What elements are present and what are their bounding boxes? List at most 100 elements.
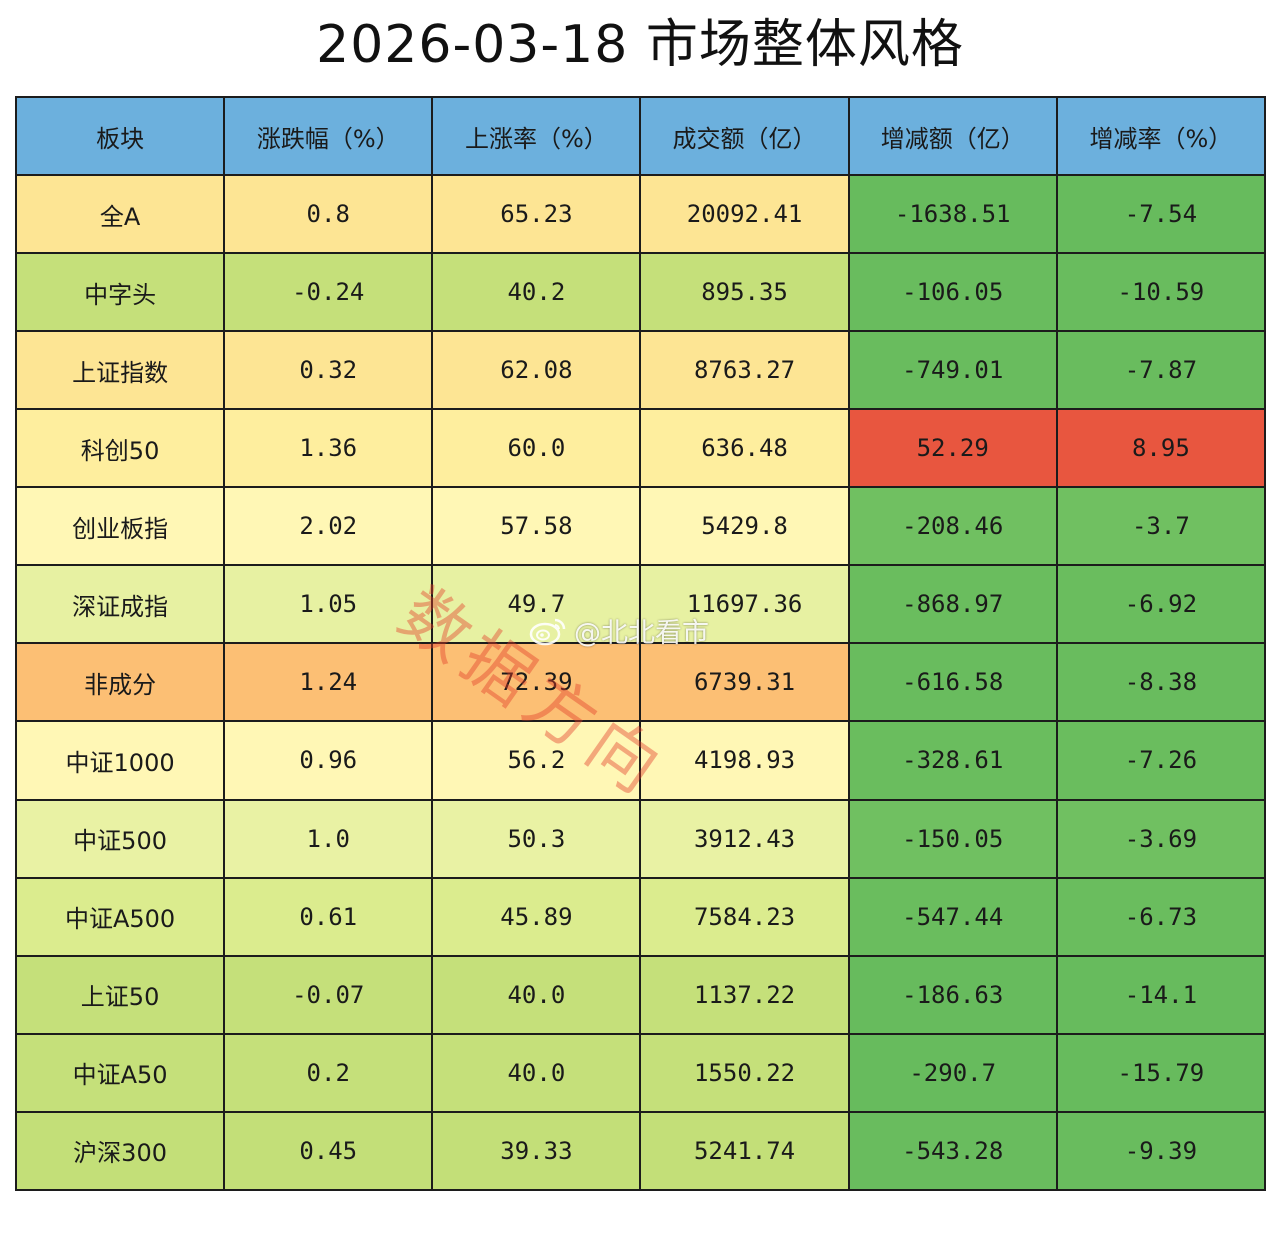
table-row: 创业板指 2.02 57.58 5429.8 -208.46 -3.7 — [14, 486, 1267, 567]
turnover-change-pct-cell: -7.54 — [1055, 173, 1267, 255]
rise-ratio-cell: 65.23 — [431, 173, 642, 255]
header-change-pct: 涨跌幅（%） — [223, 96, 434, 176]
sector-name-cell: 沪深300 — [14, 1110, 226, 1192]
sector-name-cell: 创业板指 — [14, 486, 226, 567]
turnover-change-pct-cell: -6.73 — [1055, 876, 1267, 957]
turnover-change-cell: -547.44 — [847, 876, 1058, 957]
table-row: 上证指数 0.32 62.08 8763.27 -749.01 -7.87 — [14, 330, 1267, 411]
turnover-change-cell: -150.05 — [847, 798, 1058, 879]
table-row: 科创50 1.36 60.0 636.48 52.29 8.95 — [14, 408, 1267, 489]
header-rise-ratio: 上涨率（%） — [431, 96, 642, 176]
sector-name-cell: 科创50 — [14, 408, 226, 489]
turnover-change-pct-cell: -14.1 — [1055, 954, 1267, 1035]
turnover-cell: 11697.36 — [639, 564, 850, 645]
sector-name-cell: 中证1000 — [14, 720, 226, 801]
turnover-change-pct-cell: -7.87 — [1055, 330, 1267, 411]
sector-name-cell: 全A — [14, 173, 226, 255]
rise-ratio-cell: 72.39 — [431, 642, 642, 723]
turnover-cell: 6739.31 — [639, 642, 850, 723]
turnover-change-pct-cell: -6.92 — [1055, 564, 1267, 645]
turnover-change-pct-cell: -10.59 — [1055, 252, 1267, 333]
sector-name-cell: 中证A50 — [14, 1032, 226, 1113]
table-row: 中证A500 0.61 45.89 7584.23 -547.44 -6.73 — [14, 876, 1267, 957]
change-pct-cell: -0.07 — [223, 954, 434, 1035]
turnover-cell: 1550.22 — [639, 1032, 850, 1113]
sector-name-cell: 深证成指 — [14, 564, 226, 645]
rise-ratio-cell: 57.58 — [431, 486, 642, 567]
rise-ratio-cell: 40.0 — [431, 1032, 642, 1113]
change-pct-cell: 1.0 — [223, 798, 434, 879]
turnover-change-pct-cell: 8.95 — [1055, 408, 1267, 489]
change-pct-cell: 0.32 — [223, 330, 434, 411]
turnover-change-cell: -290.7 — [847, 1032, 1058, 1113]
turnover-cell: 20092.41 — [639, 173, 850, 255]
turnover-cell: 7584.23 — [639, 876, 850, 957]
change-pct-cell: 0.96 — [223, 720, 434, 801]
turnover-cell: 3912.43 — [639, 798, 850, 879]
change-pct-cell: 1.24 — [223, 642, 434, 723]
rise-ratio-cell: 49.7 — [431, 564, 642, 645]
table-row: 中证A50 0.2 40.0 1550.22 -290.7 -15.79 — [14, 1032, 1267, 1113]
turnover-change-pct-cell: -3.7 — [1055, 486, 1267, 567]
turnover-change-cell: -749.01 — [847, 330, 1058, 411]
table-row: 非成分 1.24 72.39 6739.31 -616.58 -8.38 — [14, 642, 1267, 723]
change-pct-cell: 0.45 — [223, 1110, 434, 1192]
turnover-cell: 4198.93 — [639, 720, 850, 801]
sector-name-cell: 中证A500 — [14, 876, 226, 957]
change-pct-cell: 0.2 — [223, 1032, 434, 1113]
turnover-change-cell: -616.58 — [847, 642, 1058, 723]
change-pct-cell: 1.36 — [223, 408, 434, 489]
turnover-change-pct-cell: -3.69 — [1055, 798, 1267, 879]
turnover-change-cell: -328.61 — [847, 720, 1058, 801]
sector-name-cell: 中证500 — [14, 798, 226, 879]
sector-name-cell: 上证指数 — [14, 330, 226, 411]
table-row: 深证成指 1.05 49.7 11697.36 -868.97 -6.92 — [14, 564, 1267, 645]
turnover-cell: 636.48 — [639, 408, 850, 489]
table-row: 中证1000 0.96 56.2 4198.93 -328.61 -7.26 — [14, 720, 1267, 801]
change-pct-cell: 0.61 — [223, 876, 434, 957]
header-turnover-change: 增减额（亿） — [847, 96, 1058, 176]
rise-ratio-cell: 60.0 — [431, 408, 642, 489]
rise-ratio-cell: 40.0 — [431, 954, 642, 1035]
turnover-change-cell: -1638.51 — [847, 173, 1058, 255]
turnover-change-pct-cell: -8.38 — [1055, 642, 1267, 723]
turnover-cell: 5429.8 — [639, 486, 850, 567]
turnover-cell: 5241.74 — [639, 1110, 850, 1192]
turnover-change-cell: -543.28 — [847, 1110, 1058, 1192]
rise-ratio-cell: 62.08 — [431, 330, 642, 411]
sector-name-cell: 中字头 — [14, 252, 226, 333]
table-row: 中字头 -0.24 40.2 895.35 -106.05 -10.59 — [14, 252, 1267, 333]
header-turnover-change-pct: 增减率（%） — [1055, 96, 1267, 176]
turnover-change-cell: 52.29 — [847, 408, 1058, 489]
rise-ratio-cell: 40.2 — [431, 252, 642, 333]
change-pct-cell: 0.8 — [223, 173, 434, 255]
rise-ratio-cell: 50.3 — [431, 798, 642, 879]
rise-ratio-cell: 45.89 — [431, 876, 642, 957]
rise-ratio-cell: 56.2 — [431, 720, 642, 801]
change-pct-cell: 2.02 — [223, 486, 434, 567]
change-pct-cell: 1.05 — [223, 564, 434, 645]
sector-name-cell: 上证50 — [14, 954, 226, 1035]
turnover-change-cell: -208.46 — [847, 486, 1058, 567]
page-title: 2026-03-18 市场整体风格 — [316, 15, 964, 75]
turnover-change-pct-cell: -7.26 — [1055, 720, 1267, 801]
change-pct-cell: -0.24 — [223, 252, 434, 333]
table-row: 中证500 1.0 50.3 3912.43 -150.05 -3.69 — [14, 798, 1267, 879]
turnover-change-cell: -868.97 — [847, 564, 1058, 645]
turnover-cell: 8763.27 — [639, 330, 850, 411]
turnover-change-cell: -106.05 — [847, 252, 1058, 333]
turnover-change-pct-cell: -9.39 — [1055, 1110, 1267, 1192]
turnover-cell: 895.35 — [639, 252, 850, 333]
turnover-cell: 1137.22 — [639, 954, 850, 1035]
header-sector: 板块 — [14, 96, 226, 176]
rise-ratio-cell: 39.33 — [431, 1110, 642, 1192]
turnover-change-pct-cell: -15.79 — [1055, 1032, 1267, 1113]
table-row: 沪深300 0.45 39.33 5241.74 -543.28 -9.39 — [14, 1110, 1267, 1192]
table-row: 上证50 -0.07 40.0 1137.22 -186.63 -14.1 — [14, 954, 1267, 1035]
header-row: 板块 涨跌幅（%） 上涨率（%） 成交额（亿） 增减额（亿） 增减率（%） — [14, 96, 1267, 176]
turnover-change-cell: -186.63 — [847, 954, 1058, 1035]
market-style-table: 板块 涨跌幅（%） 上涨率（%） 成交额（亿） 增减额（亿） 增减率（%） 全A… — [14, 96, 1267, 1192]
sector-name-cell: 非成分 — [14, 642, 226, 723]
table-row: 全A 0.8 65.23 20092.41 -1638.51 -7.54 — [14, 173, 1267, 255]
header-turnover: 成交额（亿） — [639, 96, 850, 176]
